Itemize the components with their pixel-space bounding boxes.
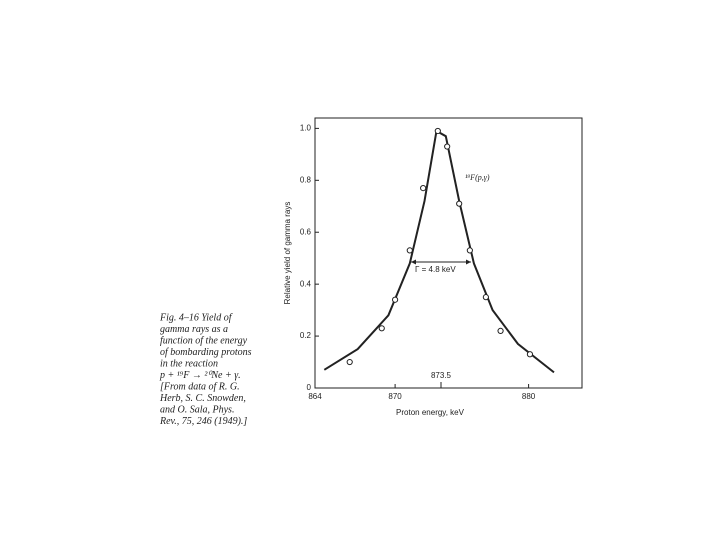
data-point [346, 358, 353, 366]
width-label: Γ = 4.8 keV [415, 265, 456, 274]
caption-line: in the reaction [160, 358, 218, 369]
y-tick-label: 1.0 [300, 123, 312, 132]
caption-line: gamma rays as a [160, 324, 228, 335]
data-point [497, 327, 504, 334]
data-point [456, 200, 463, 207]
caption-line: p + ¹⁹F → ²⁰Ne + γ. [159, 370, 241, 381]
data-point [406, 247, 413, 254]
y-tick-label: 0.2 [300, 331, 312, 340]
x-axis-label: Proton energy, keV [396, 408, 465, 417]
data-point [466, 247, 473, 254]
peak-label: 873.5 [431, 371, 452, 380]
caption-line: function of the energy [160, 335, 248, 346]
data-point [444, 143, 451, 150]
caption-line: Herb, S. C. Snowden, [159, 393, 246, 404]
data-point [434, 127, 441, 135]
reaction-label: ¹⁹F(p,γ) [465, 173, 490, 182]
x-tick-label: 864 [308, 392, 322, 401]
y-tick-label: 0.6 [300, 227, 312, 236]
y-axis-label: Relative yield of gamma rays [283, 202, 292, 305]
data-point [378, 325, 385, 332]
caption-line: of bombarding protons [160, 347, 252, 358]
data-point [420, 184, 427, 192]
plot-frame [314, 117, 583, 389]
x-tick-label: 870 [388, 392, 402, 401]
data-point [392, 296, 399, 303]
data-point [482, 294, 489, 301]
y-tick-label: 0.4 [300, 279, 312, 288]
fit-curve [323, 129, 555, 374]
x-tick-label: 880 [522, 392, 536, 401]
y-tick-label: 0.8 [300, 175, 312, 184]
caption-line: Fig. 4–16 Yield of [159, 312, 233, 323]
caption-line: [From data of R. G. [160, 381, 240, 392]
caption-line: Rev., 75, 246 (1949).] [159, 416, 247, 427]
caption-line: and O. Sala, Phys. [160, 404, 234, 415]
data-point [526, 351, 534, 358]
y-tick-label: 0 [307, 383, 312, 392]
